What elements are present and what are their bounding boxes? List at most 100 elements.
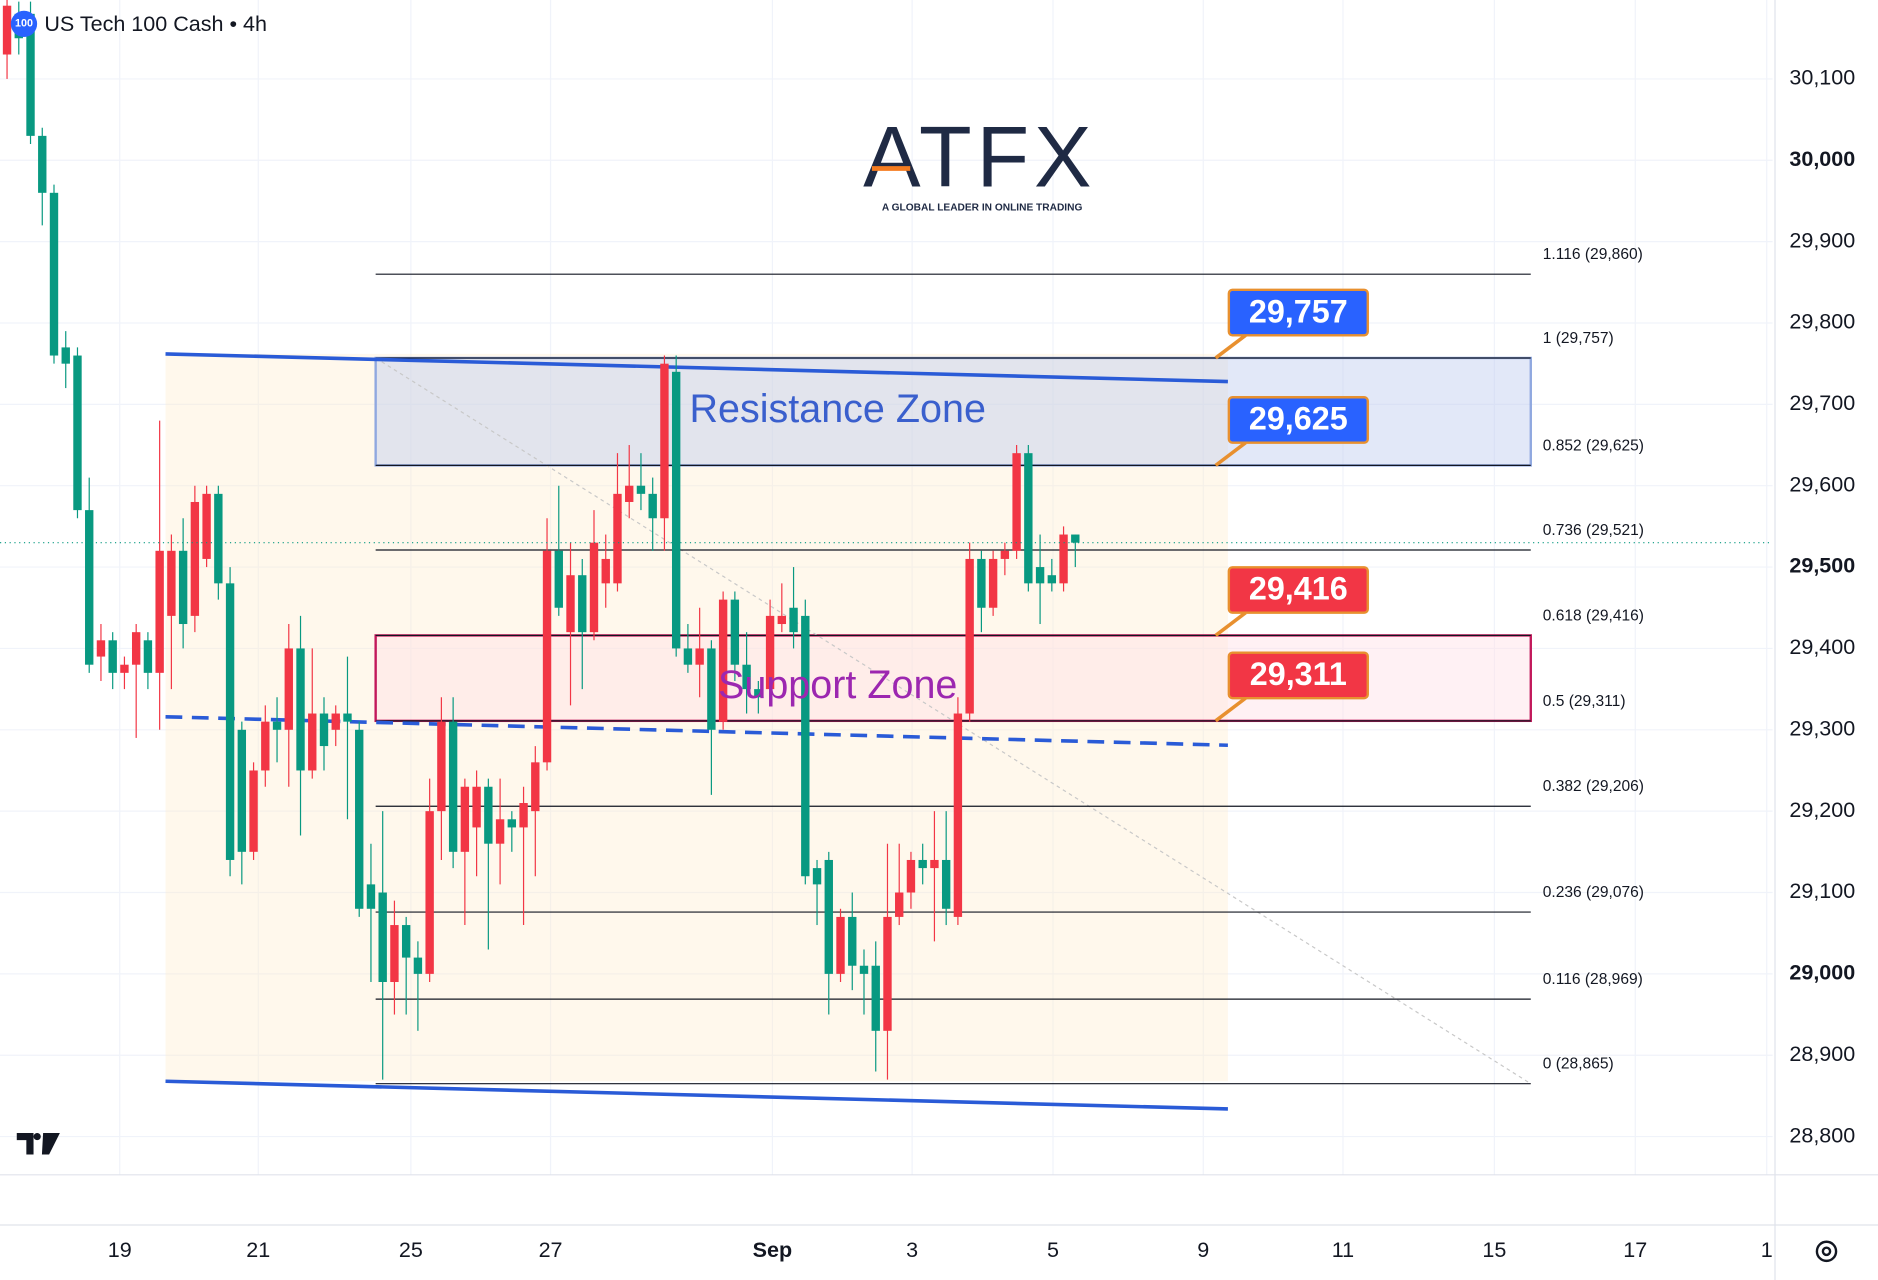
candle-body: [671, 371, 681, 649]
callout-box: [1227, 396, 1369, 444]
x-tick-label: 9: [1197, 1238, 1209, 1262]
candle-body: [578, 575, 587, 633]
fib-label: 0.382 (29,206): [1543, 778, 1644, 795]
settings-icon[interactable]: [1815, 1240, 1838, 1263]
candle-body: [319, 713, 329, 747]
candle-body: [789, 607, 798, 633]
candle-body: [625, 485, 634, 502]
candle-body: [167, 550, 176, 616]
candle-body: [906, 859, 916, 893]
x-tick-label: 19: [108, 1238, 132, 1262]
y-tick-label: 29,200: [1789, 798, 1855, 822]
y-tick-label: 29,500: [1789, 554, 1855, 578]
candle-body: [742, 664, 751, 690]
fib-trend: [375, 357, 1532, 1085]
candle-body: [730, 599, 740, 665]
zone-label: Support Zone: [718, 663, 957, 707]
candle-body: [413, 957, 423, 974]
x-tick-label: 5: [1047, 1238, 1059, 1262]
x-tick-label: Sep: [753, 1238, 793, 1262]
y-tick-label: 29,900: [1789, 228, 1855, 252]
candle-body: [1000, 550, 1010, 559]
candle-body: [448, 721, 458, 852]
candle-body: [695, 648, 704, 665]
y-tick-label: 28,800: [1789, 1123, 1855, 1147]
candle-body: [918, 859, 927, 869]
callout-box: [1227, 288, 1369, 337]
candle-body: [988, 558, 998, 608]
candle-body: [859, 965, 869, 974]
candle-body: [308, 713, 317, 771]
y-tick-label: 29,600: [1789, 472, 1855, 496]
candle-body: [930, 859, 939, 869]
callout-pointer: [1214, 611, 1247, 637]
candle-body: [895, 892, 904, 917]
fib-label: 0.852 (29,625): [1543, 437, 1644, 454]
candle-body: [2, 5, 12, 55]
x-tick-label: 15: [1482, 1238, 1506, 1262]
x-tick-label: 11: [1332, 1238, 1354, 1262]
callout-pointer: [1214, 441, 1247, 467]
callout-label: 29,416: [1249, 571, 1348, 607]
trend-line: [165, 1079, 1228, 1111]
candle-body: [1059, 534, 1068, 584]
candle-body: [425, 811, 434, 974]
candle-body: [754, 689, 763, 698]
candle-body: [848, 916, 857, 966]
callout-label: 29,625: [1249, 401, 1348, 437]
overlay: 28,800 28,900 29,000 29,100 29,200 29,300 29,4…: [108, 66, 1856, 1262]
callout-label: 29,757: [1249, 293, 1348, 329]
candle-body: [1024, 453, 1033, 584]
candle-body: [941, 859, 951, 909]
chart-title: US Tech 100 Cash • 4h: [44, 12, 267, 36]
candle-body: [214, 493, 223, 584]
fib-label: 0.5 (29,311): [1543, 693, 1626, 710]
candle-body: [237, 729, 247, 852]
tradingview-logo: [16, 1132, 60, 1155]
y-tick-label: 28,900: [1789, 1042, 1855, 1066]
candle-body: [355, 729, 364, 909]
candle-body: [495, 819, 505, 844]
x-tick-label: 1: [1761, 1238, 1773, 1262]
callout-pointer: [1214, 696, 1247, 723]
y-tick-label: 29,100: [1789, 879, 1855, 903]
x-tick-label: 3: [906, 1238, 918, 1262]
x-tick-label: 21: [246, 1238, 270, 1262]
y-tick-label: 29,800: [1789, 310, 1855, 334]
candle-body: [85, 510, 94, 665]
candle-body: [73, 355, 82, 511]
candle-body: [484, 786, 493, 844]
y-tick-label: 29,000: [1789, 961, 1855, 985]
symbol-badge-text: 100: [15, 18, 33, 30]
candle-body: [120, 664, 129, 673]
candle-body: [143, 640, 153, 673]
candle-body: [812, 868, 822, 885]
candle-body: [542, 550, 552, 763]
callout-pointer: [1214, 333, 1247, 360]
fib-label: 0.116 (28,969): [1543, 971, 1643, 988]
candle-body: [261, 721, 270, 771]
watermark-tagline: A GLOBAL LEADER IN ONLINE TRADING: [882, 203, 1083, 214]
candle-body: [61, 347, 70, 364]
candle-body: [96, 640, 106, 657]
candle-body: [801, 615, 810, 877]
candle-body: [366, 884, 376, 909]
y-tick-label: 30,000: [1789, 147, 1855, 171]
candle-body: [660, 363, 669, 519]
y-tick-label: 29,300: [1789, 716, 1855, 740]
fib-label: 0.236 (29,076): [1543, 884, 1644, 901]
candle-body: [331, 713, 340, 730]
callout-box: [1227, 566, 1369, 614]
candle-body: [824, 859, 833, 974]
candle-body: [131, 632, 141, 665]
fib-label: 1.116 (29,860): [1543, 246, 1643, 263]
candle-body: [460, 786, 470, 852]
candle-body: [155, 550, 164, 673]
candle-body: [190, 501, 200, 616]
candle-body: [836, 916, 845, 974]
candle-body: [202, 493, 211, 559]
symbol-badge: [10, 10, 38, 38]
candle-body: [437, 721, 446, 812]
candle-body: [765, 615, 775, 690]
